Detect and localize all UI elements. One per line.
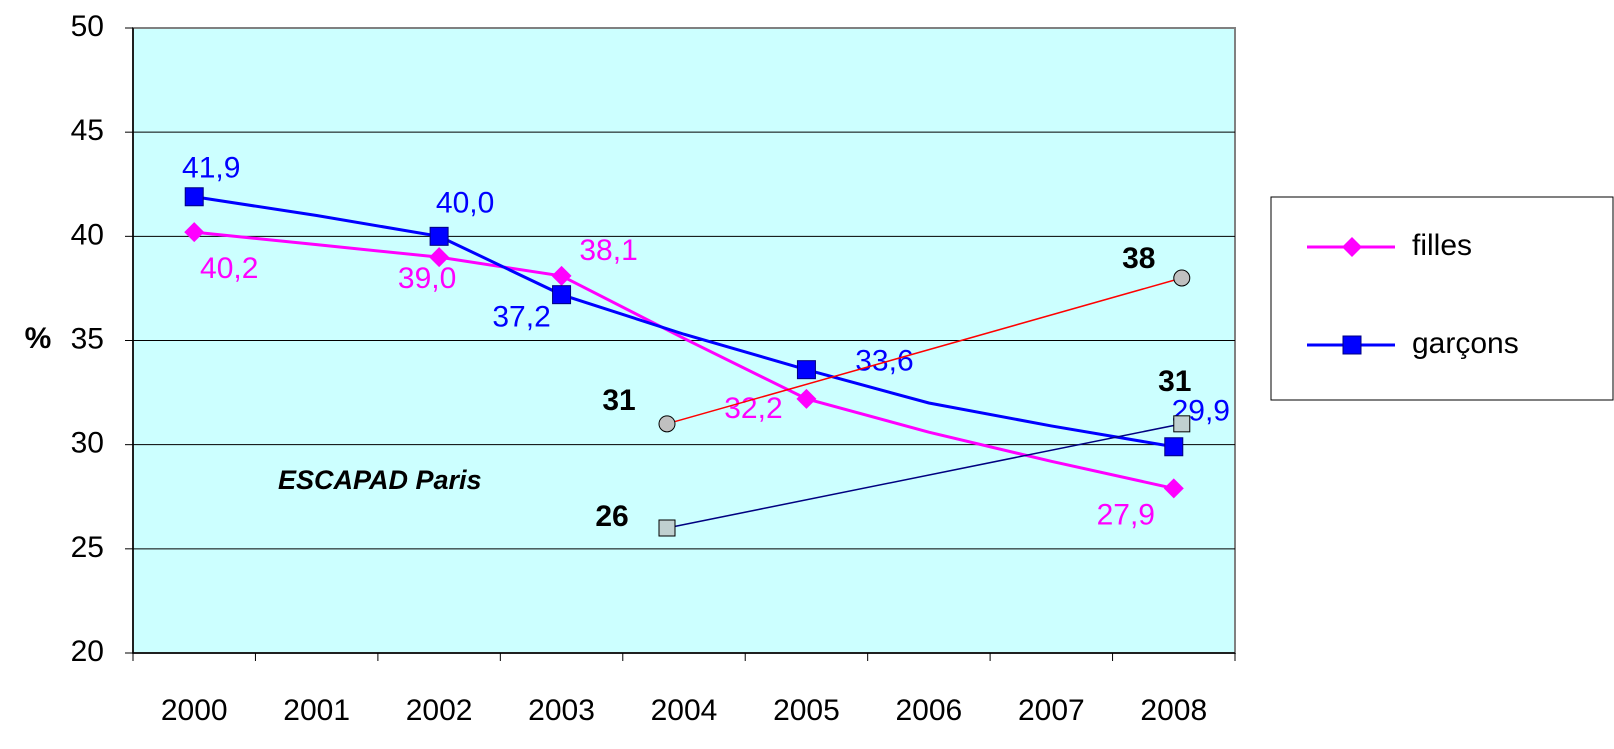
data-label: 32,2: [724, 392, 782, 425]
series-line: [666, 423, 1182, 529]
marker: [1173, 415, 1191, 433]
y-tick-label: 40: [71, 218, 104, 251]
marker: [184, 222, 205, 243]
legend-box: [1270, 196, 1614, 401]
data-label: 40,0: [436, 186, 494, 219]
series-line: [666, 277, 1182, 425]
y-tick-label: 25: [71, 531, 104, 564]
legend-label: filles: [1412, 229, 1472, 262]
marker: [551, 265, 572, 286]
legend-label: garçons: [1412, 327, 1519, 360]
y-tick-label: 30: [71, 427, 104, 460]
marker: [796, 360, 816, 380]
y-tick-label: 45: [71, 114, 104, 147]
x-tick-label: 2000: [161, 694, 228, 727]
data-label: 26: [595, 500, 628, 533]
marker: [429, 226, 449, 246]
data-label: 33,6: [855, 345, 913, 378]
data-label: 38: [1122, 242, 1155, 275]
marker: [1163, 478, 1184, 499]
marker: [429, 247, 450, 268]
marker: [1342, 335, 1362, 355]
x-tick-label: 2001: [283, 694, 350, 727]
data-label: 40,2: [200, 252, 258, 285]
marker: [1164, 437, 1184, 457]
marker: [1173, 269, 1191, 287]
x-tick-label: 2004: [651, 694, 718, 727]
data-label: 31: [1158, 365, 1191, 398]
marker: [658, 519, 676, 537]
x-tick-label: 2005: [773, 694, 840, 727]
x-tick-label: 2002: [406, 694, 473, 727]
x-tick-label: 2003: [528, 694, 595, 727]
y-tick-label: 20: [71, 635, 104, 668]
x-tick-label: 2008: [1140, 694, 1207, 727]
marker: [1342, 237, 1362, 257]
data-label: 27,9: [1097, 498, 1155, 531]
annotation: ESCAPAD Paris: [278, 465, 482, 495]
marker: [658, 415, 676, 433]
x-tick-label: 2007: [1018, 694, 1085, 727]
marker: [552, 285, 572, 305]
y-axis-label: %: [25, 322, 52, 355]
marker: [184, 187, 204, 207]
marker: [796, 388, 817, 409]
y-tick-label: 35: [71, 322, 104, 355]
data-label: 41,9: [182, 152, 240, 185]
series-line: [194, 230, 1175, 490]
data-label: 37,2: [492, 301, 550, 334]
y-tick-label: 50: [71, 10, 104, 43]
data-label: 39,0: [398, 262, 456, 295]
data-label: 31: [602, 384, 635, 417]
data-label: 38,1: [579, 234, 637, 267]
series-line: [193, 195, 1175, 449]
x-tick-label: 2006: [896, 694, 963, 727]
